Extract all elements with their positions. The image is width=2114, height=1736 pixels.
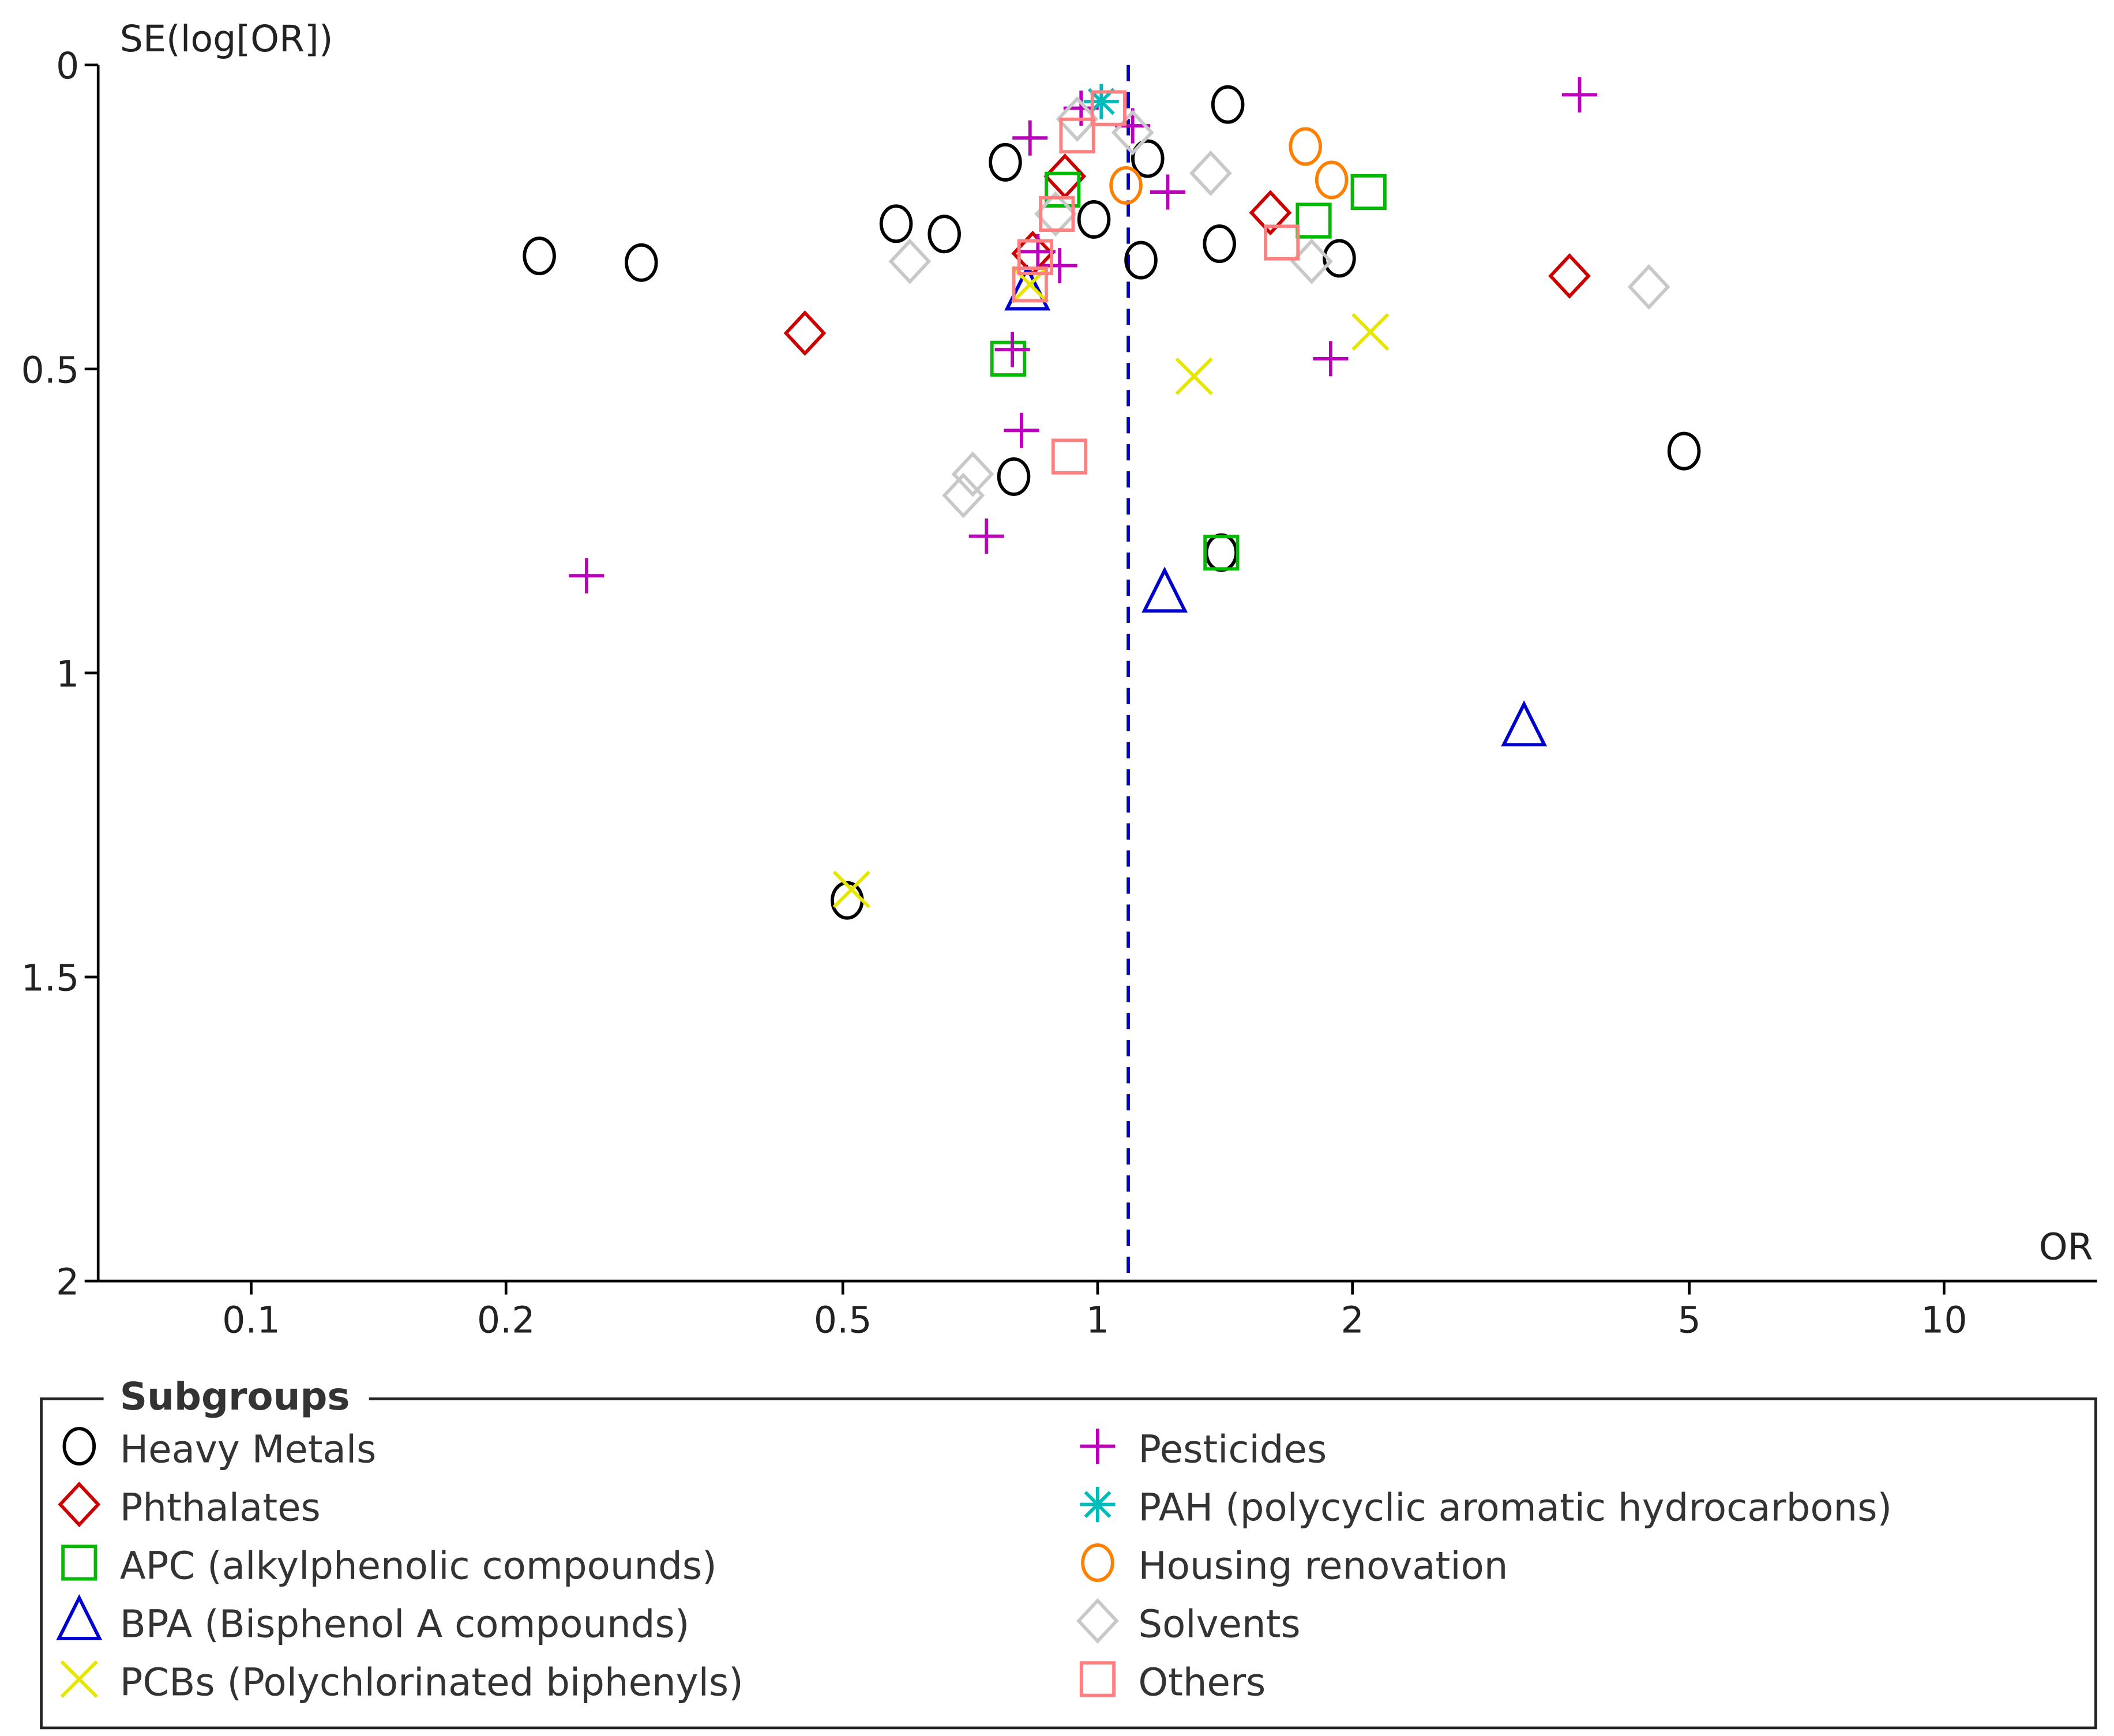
legend-label-housing: Housing renovation <box>1138 1544 1508 1588</box>
point-heavy <box>1131 139 1165 178</box>
point-pcbs <box>832 870 870 908</box>
point-solvents <box>1189 150 1232 196</box>
point-apc <box>1350 174 1387 211</box>
point-heavy <box>1667 431 1701 471</box>
point-pcbs <box>1175 357 1213 396</box>
point-bpa <box>1004 264 1051 311</box>
legend-marker-solvents-icon <box>1076 1598 1119 1644</box>
point-heavy <box>989 142 1022 182</box>
legend-marker-pah-icon <box>1080 1486 1116 1523</box>
point-pesticides <box>1561 77 1597 112</box>
point-bpa <box>1501 700 1548 747</box>
point-phthalates <box>1548 253 1591 299</box>
point-others <box>1017 239 1053 275</box>
data-points <box>523 77 1701 920</box>
point-pesticides <box>569 558 604 593</box>
legend: Subgroups Heavy Metals Phthalates APC (alk… <box>40 1374 2097 1730</box>
legend-box <box>40 1397 2097 1730</box>
point-housing <box>1109 166 1143 205</box>
legend-label-heavy: Heavy Metals <box>120 1427 377 1472</box>
y-tick-label: 1.5 <box>21 956 80 999</box>
point-heavy <box>523 236 556 276</box>
point-solvents <box>1627 264 1670 310</box>
y-tick-label: 1 <box>56 652 79 695</box>
point-others <box>1090 90 1127 126</box>
x-tick-label: 1 <box>1086 1298 1109 1341</box>
legend-marker-phthalates-icon <box>58 1481 101 1528</box>
point-heavy <box>1211 85 1245 124</box>
point-solvents <box>951 451 994 497</box>
point-solvents <box>888 238 932 284</box>
x-tick-label: 0.2 <box>477 1298 535 1341</box>
point-apc <box>1045 171 1081 208</box>
point-others <box>1039 196 1075 232</box>
point-heavy <box>831 881 864 920</box>
point-phthalates <box>1249 190 1292 236</box>
legend-marker-bpa-icon <box>56 1594 103 1640</box>
point-housing <box>1289 127 1322 166</box>
point-solvents <box>1056 96 1099 142</box>
point-solvents <box>1034 191 1077 237</box>
legend-marker-others-icon <box>1079 1661 1116 1697</box>
legend-marker-apc-icon <box>61 1545 97 1581</box>
y-tick-label: 2 <box>56 1261 79 1303</box>
point-heavy <box>928 215 961 254</box>
point-pesticides <box>994 332 1030 367</box>
legend-title: Subgroups <box>120 1374 350 1419</box>
legend-label-bpa: BPA (Bisphenol A compounds) <box>120 1602 690 1647</box>
point-heavy <box>879 204 913 243</box>
point-apc <box>1203 535 1240 571</box>
point-others <box>1012 266 1048 303</box>
point-pesticides <box>1042 248 1077 284</box>
y-axis-label: SE(log[OR]) <box>120 17 333 60</box>
point-apc <box>1296 202 1332 239</box>
point-heavy <box>1077 200 1111 239</box>
legend-label-pesticides: Pesticides <box>1138 1427 1327 1472</box>
legend-marker-pesticides-icon <box>1080 1429 1116 1464</box>
point-phthalates <box>783 310 827 356</box>
point-heavy <box>1204 533 1238 572</box>
y-tick-label: 0.5 <box>21 348 80 391</box>
legend-marker-housing-icon <box>1081 1543 1114 1582</box>
point-apc <box>990 340 1026 377</box>
legend-marker-pcbs-icon <box>60 1660 98 1698</box>
legend-title-bg <box>103 1378 369 1419</box>
x-tick-label: 10 <box>1921 1298 1967 1341</box>
legend-label-others: Others <box>1138 1660 1266 1705</box>
point-others <box>1059 117 1095 154</box>
x-axis-label: OR <box>2039 1226 2093 1268</box>
point-pesticides <box>1150 174 1185 210</box>
x-tick-label: 0.5 <box>814 1298 872 1341</box>
point-housing <box>1315 160 1349 200</box>
point-pesticides <box>1012 120 1048 156</box>
legend-label-solvents: Solvents <box>1138 1602 1300 1647</box>
point-pesticides <box>1004 412 1039 448</box>
point-heavy <box>625 243 658 282</box>
x-tick-label: 2 <box>1341 1298 1364 1341</box>
legend-label-apc: APC (alkylphenolic compounds) <box>120 1544 717 1588</box>
legend-label-phthalates: Phthalates <box>120 1486 321 1530</box>
point-heavy <box>1124 241 1158 280</box>
legend-label-pcbs: PCBs (Polychlorinated biphenyls) <box>120 1660 744 1705</box>
point-pesticides <box>968 518 1004 554</box>
x-tick-label: 5 <box>1677 1298 1700 1341</box>
axes: 0 0.5 1 1.5 2 0.1 0.2 0.5 1 2 5 10 <box>21 44 2097 1341</box>
point-others <box>1051 438 1088 475</box>
point-pcbs <box>1351 313 1390 351</box>
point-solvents <box>942 472 985 518</box>
legend-label-pah: PAH (polycyclic aromatic hydrocarbons) <box>1138 1486 1892 1530</box>
point-others <box>1263 224 1300 261</box>
point-heavy <box>997 457 1031 496</box>
y-tick-label: 0 <box>56 44 79 87</box>
legend-marker-heavy-icon <box>62 1427 96 1466</box>
point-bpa <box>1142 566 1188 613</box>
point-pah <box>1083 84 1119 119</box>
x-tick-label: 0.1 <box>222 1298 280 1341</box>
point-pesticides <box>1313 341 1349 377</box>
point-heavy <box>1203 224 1236 264</box>
point-heavy <box>1323 239 1356 278</box>
